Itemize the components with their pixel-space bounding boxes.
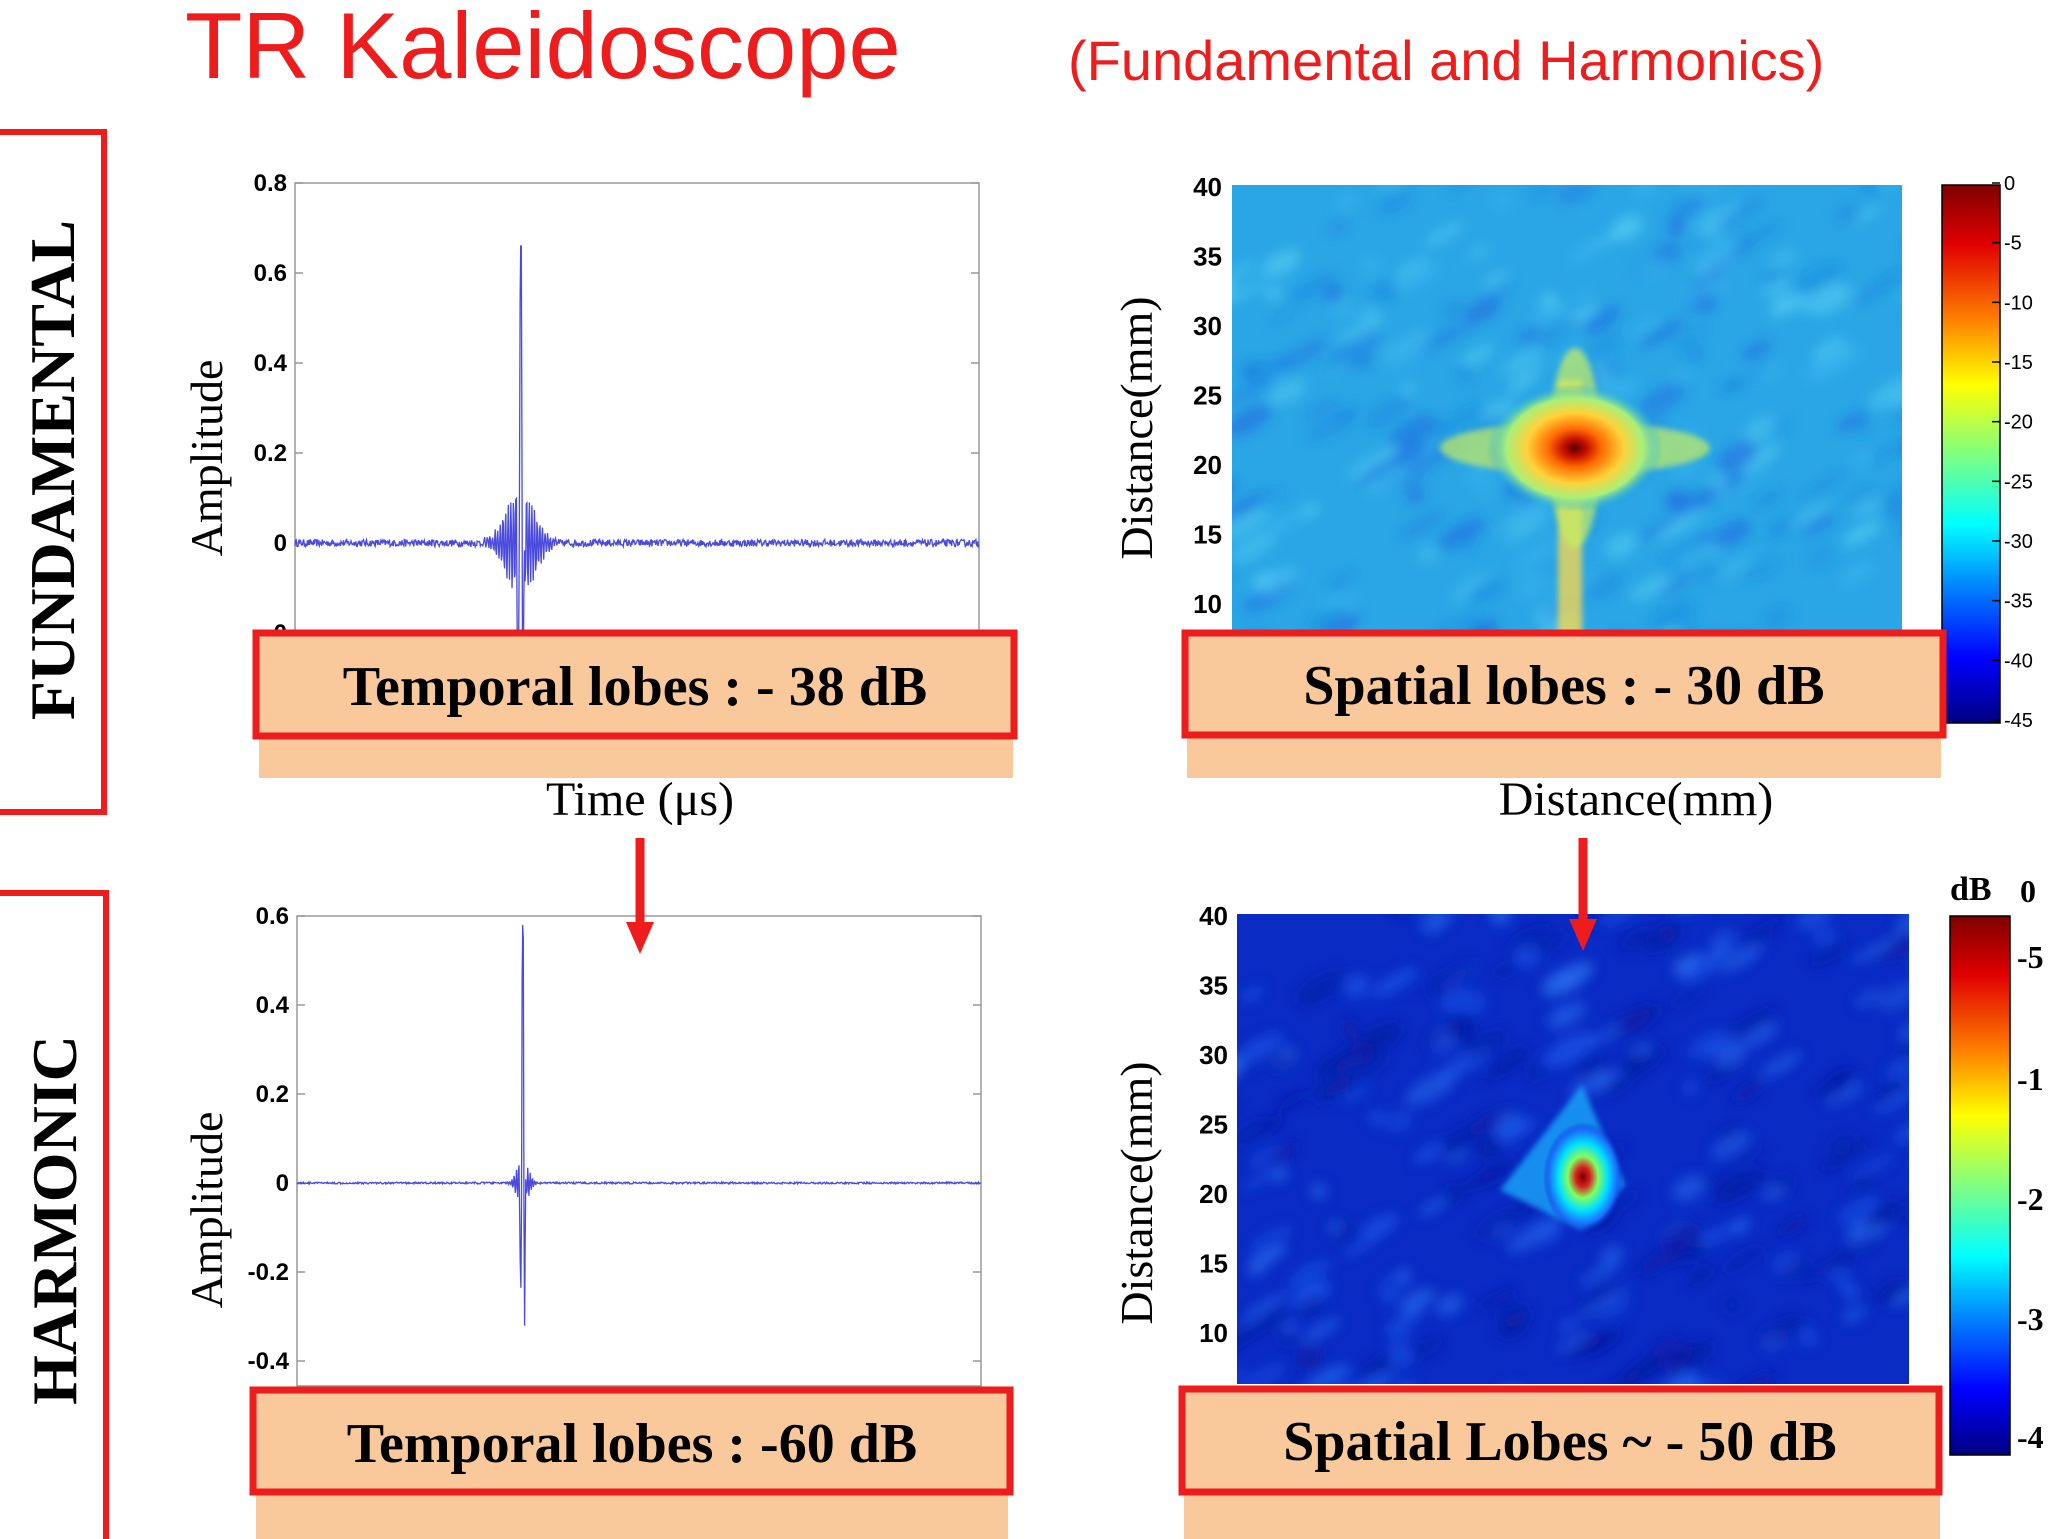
- callout-box: [249, 1386, 1014, 1496]
- callout-shadow: [1187, 737, 1941, 778]
- colorbar-tick-label: -20: [2004, 412, 2033, 434]
- colorbar: dB 0 -5 -1 -2 -3 -4: [1949, 871, 2044, 1456]
- colorbar-tick-label: -1: [2017, 1061, 2044, 1097]
- fundamental-spatial-heatmap: 40 35 30 25 20 15 10 Distance(mm) 0 -5 -10 -15 -20…: [1111, 172, 2033, 826]
- y-tick-label: 35: [1193, 242, 1222, 272]
- callout-text: Spatial Lobes ~ - 50 dB: [1283, 1411, 1836, 1473]
- colorbar-tick-label: -5: [2017, 939, 2044, 975]
- x-axis-label: Distance(mm): [1499, 773, 1774, 826]
- colorbar-tick-label: -15: [2004, 352, 2033, 374]
- plot-frame: [294, 182, 980, 634]
- harmonic-temporal-chart: 0.6 0.4 0.2 0 -0.2 -0.4 Amplitude Temporal lo…: [181, 903, 1014, 1539]
- signal-trace: [294, 245, 980, 702]
- row-fundamental: FUNDAMENTAL: [0, 129, 107, 815]
- y-tick-label: 10: [1193, 589, 1222, 619]
- colorbar-unit: dB: [1950, 871, 1992, 908]
- colorbar-tick-label: -3: [2017, 1301, 2044, 1337]
- callout-text: Temporal lobes : - 38 dB: [343, 656, 927, 718]
- y-tick-label: 0.6: [256, 903, 289, 930]
- harmonic-spatial-heatmap: 40 35 30 25 20 15 10 Distance(mm) dB 0 -5 -1 -2 -3…: [1111, 871, 2044, 1539]
- callout-shadow: [1184, 1495, 1940, 1539]
- colorbar: 0 -5 -10 -15 -20 -25 -30 -35 -40 -45: [1941, 173, 2033, 732]
- callout-box: [1178, 1385, 1943, 1496]
- callout-text: Spatial lobes : - 30 dB: [1303, 655, 1824, 717]
- fundamental-temporal-chart: 0.80.60.40.20-0 Amplitude Temporal lobes…: [181, 170, 1018, 826]
- y-axis-label: Distance(mm): [1111, 296, 1162, 559]
- row-bracket-harmonic: [0, 890, 109, 1539]
- colorbar-tick-label: -25: [2004, 471, 2033, 493]
- callout-shadow: [256, 1494, 1008, 1539]
- y-tick-label: 0.4: [254, 350, 288, 377]
- arrow-temporal: [626, 838, 654, 954]
- callout-text: Temporal lobes : -60 dB: [347, 1413, 917, 1475]
- colorbar-tick-label: -35: [2004, 591, 2033, 613]
- callout-shadow: [259, 738, 1013, 778]
- colorbar-tick-label: -10: [2004, 292, 2033, 314]
- arrow-spatial: [1569, 838, 1597, 951]
- row-label-fundamental: FUNDAMENTAL: [17, 220, 88, 720]
- y-tick-label: 0.4: [256, 992, 290, 1019]
- y-tick-label: 30: [1199, 1040, 1228, 1070]
- y-tick-label: 40: [1199, 901, 1228, 931]
- y-tick-label: 25: [1193, 381, 1222, 411]
- callout-box: [252, 629, 1018, 740]
- y-tick-label: 10: [1199, 1318, 1228, 1348]
- colorbar-tick-label: -45: [2004, 710, 2033, 732]
- colorbar-tick-label: -2: [2017, 1181, 2044, 1217]
- row-label-harmonic: HARMONIC: [19, 1035, 90, 1405]
- y-tick-label: 0.6: [254, 260, 287, 287]
- y-tick-label: 0.2: [256, 1081, 289, 1108]
- heatmap-image: [1232, 185, 1902, 630]
- y-tick-label: 0: [276, 1170, 289, 1197]
- focal-spot: [1543, 1122, 1623, 1232]
- y-tick-label: 0.8: [254, 170, 287, 197]
- heatmap-image: [1237, 914, 1909, 1384]
- colorbar-tick-label: -5: [2004, 233, 2022, 255]
- y-tick-label: 35: [1199, 971, 1228, 1001]
- y-tick-label: -0.2: [248, 1259, 289, 1286]
- row-bracket-fundamental: [0, 129, 107, 815]
- signal-trace: [296, 924, 982, 1326]
- slide-subtitle: (Fundamental and Harmonics): [1068, 29, 1824, 92]
- x-axis-label: Time (μs): [546, 773, 734, 826]
- colorbar-tick-label: -30: [2004, 531, 2033, 553]
- colorbar-gradient: [1949, 915, 2011, 1456]
- y-tick-label: 0: [274, 530, 287, 557]
- y-tick-label: 25: [1199, 1110, 1228, 1140]
- row-harmonic: HARMONIC: [0, 890, 109, 1539]
- colorbar-tick-label: 0: [2004, 173, 2015, 195]
- y-tick-label: -0.4: [248, 1348, 290, 1375]
- y-axis-label: Amplitude: [181, 360, 232, 557]
- colorbar-tick-label: -4: [2017, 1419, 2044, 1455]
- y-tick-label: 20: [1193, 450, 1222, 480]
- y-tick-label: 15: [1193, 520, 1222, 550]
- focal-spot: [1487, 384, 1663, 512]
- y-tick-label: 30: [1193, 311, 1222, 341]
- y-axis-label: Distance(mm): [1111, 1061, 1162, 1324]
- y-tick-label: 40: [1193, 172, 1222, 202]
- plot-frame: [296, 915, 982, 1387]
- y-axis-label: Amplitude: [181, 1112, 232, 1309]
- slide-title: TR Kaleidoscope: [185, 0, 901, 98]
- colorbar-tick-label: 0: [2020, 873, 2036, 909]
- y-tick-label: 20: [1199, 1179, 1228, 1209]
- colorbar-gradient: [1941, 184, 2001, 724]
- y-tick-label: 0.2: [254, 440, 287, 467]
- y-tick-label: 15: [1199, 1249, 1228, 1279]
- colorbar-tick-label: -40: [2004, 650, 2033, 672]
- callout-box: [1181, 629, 1947, 739]
